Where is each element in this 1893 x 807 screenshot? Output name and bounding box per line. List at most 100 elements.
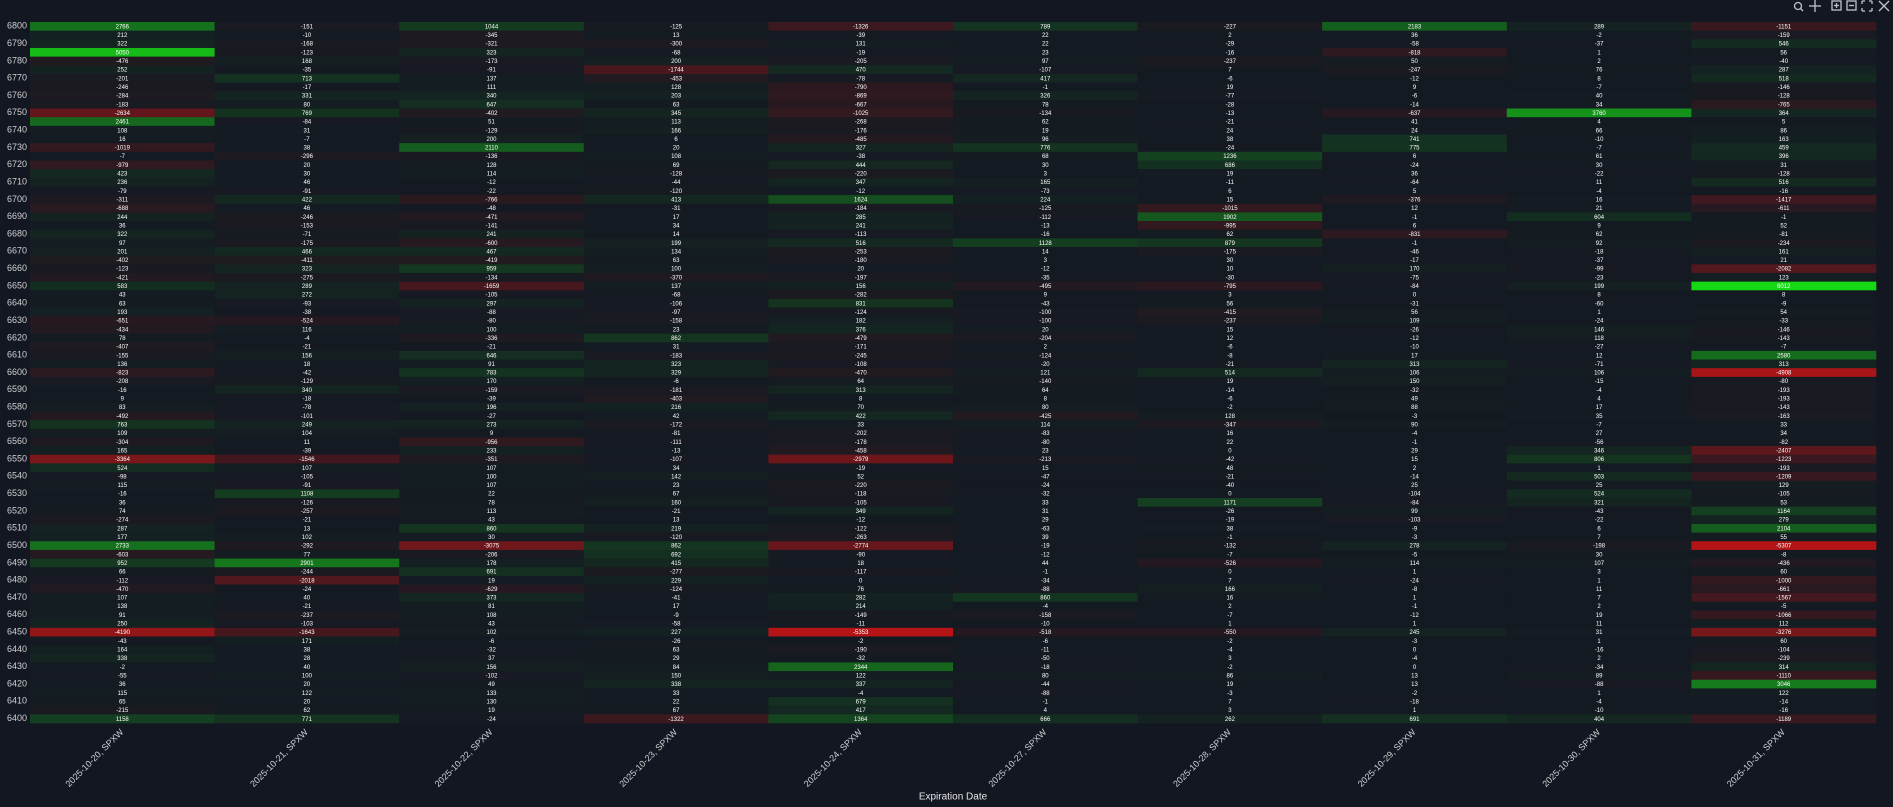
heatmap-cell xyxy=(953,532,1138,542)
heatmap-cell xyxy=(768,350,954,360)
heatmap-cell xyxy=(768,108,954,118)
zoom-out-button[interactable] xyxy=(1846,0,1857,11)
cell-label: 109 xyxy=(117,431,128,437)
cell-label: 771 xyxy=(302,717,313,723)
cell-label: -60 xyxy=(1595,301,1604,307)
cell-label: -518 xyxy=(1039,630,1052,636)
cell-label: -123 xyxy=(301,50,314,56)
cell-label: 19 xyxy=(1596,613,1603,619)
heatmap-cell xyxy=(583,584,769,594)
heatmap-cell xyxy=(30,662,215,672)
cell-label: -18 xyxy=(1041,665,1050,671)
heatmap-cell xyxy=(399,497,585,507)
heatmap-cell xyxy=(214,151,400,161)
cell-label: -1019 xyxy=(115,146,131,152)
heatmap-cell xyxy=(1506,247,1692,256)
heatmap-cell xyxy=(1137,610,1323,620)
heatmap-cell xyxy=(1506,212,1692,222)
cell-label: 7 xyxy=(1228,68,1232,74)
cell-label: 0 xyxy=(1413,648,1417,654)
heatmap-cell xyxy=(953,376,1138,386)
cell-label: 6 xyxy=(674,137,678,143)
cell-label: -104 xyxy=(1778,648,1791,654)
heatmap-cell xyxy=(1322,221,1508,231)
heatmap-cell xyxy=(953,394,1138,404)
reset-button[interactable] xyxy=(1878,0,1890,12)
cell-label: -471 xyxy=(485,215,498,221)
heatmap-cell xyxy=(1137,298,1323,308)
cell-label: 219 xyxy=(671,526,682,532)
heatmap-cell xyxy=(1137,212,1323,222)
cell-label: 92 xyxy=(1596,241,1603,247)
heatmap-cell xyxy=(214,558,400,568)
heatmap-cell xyxy=(953,411,1138,421)
heatmap-cell xyxy=(583,506,769,516)
cell-label: 22 xyxy=(1042,42,1049,48)
heatmap-cell xyxy=(214,290,400,300)
y-tick-label: 6550 xyxy=(7,453,27,463)
cell-label: 10 xyxy=(1227,267,1234,273)
cell-label: -1025 xyxy=(853,111,869,117)
heatmap-cell xyxy=(399,359,585,369)
heatmap-cell xyxy=(1137,489,1323,499)
cell-label: 20 xyxy=(673,146,680,152)
heatmap-cell xyxy=(30,584,215,594)
cell-label: 404 xyxy=(1594,717,1605,723)
cell-label: 2766 xyxy=(116,24,130,30)
heatmap-cell xyxy=(953,342,1138,352)
cell-label: -4908 xyxy=(1776,371,1792,377)
cell-label: 23 xyxy=(673,327,680,333)
heatmap-cell xyxy=(768,411,954,421)
heatmap-cell xyxy=(1137,688,1323,698)
heatmap-cell xyxy=(30,151,215,161)
heatmap-cell xyxy=(1322,56,1508,66)
cell-label: 12 xyxy=(1411,206,1418,212)
heatmap-cell xyxy=(214,203,400,213)
heatmap-cell xyxy=(953,117,1138,127)
cell-label: 115 xyxy=(118,691,128,697)
heatmap-cell xyxy=(768,679,954,689)
heatmap-cell xyxy=(399,212,585,222)
heatmap-cell xyxy=(1506,195,1692,205)
cell-label: -4 xyxy=(304,336,310,342)
cell-label: -485 xyxy=(855,137,868,143)
heatmap-cell xyxy=(1137,515,1323,525)
cell-label: 112 xyxy=(1779,622,1789,628)
cell-label: 422 xyxy=(856,414,867,420)
heatmap-cell xyxy=(30,65,215,75)
cell-label: 150 xyxy=(671,673,682,679)
cell-label: -71 xyxy=(1595,362,1604,368)
autoscale-button[interactable] xyxy=(1861,0,1873,12)
heatmap-cell xyxy=(583,472,769,481)
cell-label: -41 xyxy=(672,596,681,602)
cell-label: -14 xyxy=(1410,474,1419,480)
cell-label: -82 xyxy=(1779,440,1788,446)
heatmap-cell xyxy=(1137,108,1323,118)
cell-label: -524 xyxy=(301,319,314,325)
heatmap-cell xyxy=(30,342,215,352)
zoom-button[interactable] xyxy=(1793,1,1804,12)
heatmap-cell xyxy=(1137,151,1323,161)
cell-label: -2018 xyxy=(299,578,315,584)
heatmap-cell xyxy=(214,645,400,655)
heatmap-cell xyxy=(953,627,1138,637)
pan-button[interactable] xyxy=(1809,0,1821,12)
heatmap-cell xyxy=(1691,558,1877,568)
cell-label: 338 xyxy=(117,656,128,662)
heatmap-cell xyxy=(1691,160,1877,170)
zoom-in-button[interactable] xyxy=(1831,0,1842,11)
cell-label: 23 xyxy=(1042,448,1049,454)
heatmap-cell xyxy=(30,497,215,507)
heatmap-cell xyxy=(768,636,954,646)
cell-label: 65 xyxy=(119,699,126,705)
cell-label: 30 xyxy=(488,535,495,541)
heatmap-cell xyxy=(399,480,585,490)
cell-label: -1223 xyxy=(1776,457,1792,463)
cell-label: 8 xyxy=(1782,293,1786,299)
cell-label: -111 xyxy=(671,440,683,446)
cell-label: -1546 xyxy=(299,457,315,463)
heatmap-cell xyxy=(30,627,215,637)
cell-label: -178 xyxy=(855,440,868,446)
cell-label: -1 xyxy=(1412,215,1418,221)
heatmap-cell xyxy=(214,82,400,92)
